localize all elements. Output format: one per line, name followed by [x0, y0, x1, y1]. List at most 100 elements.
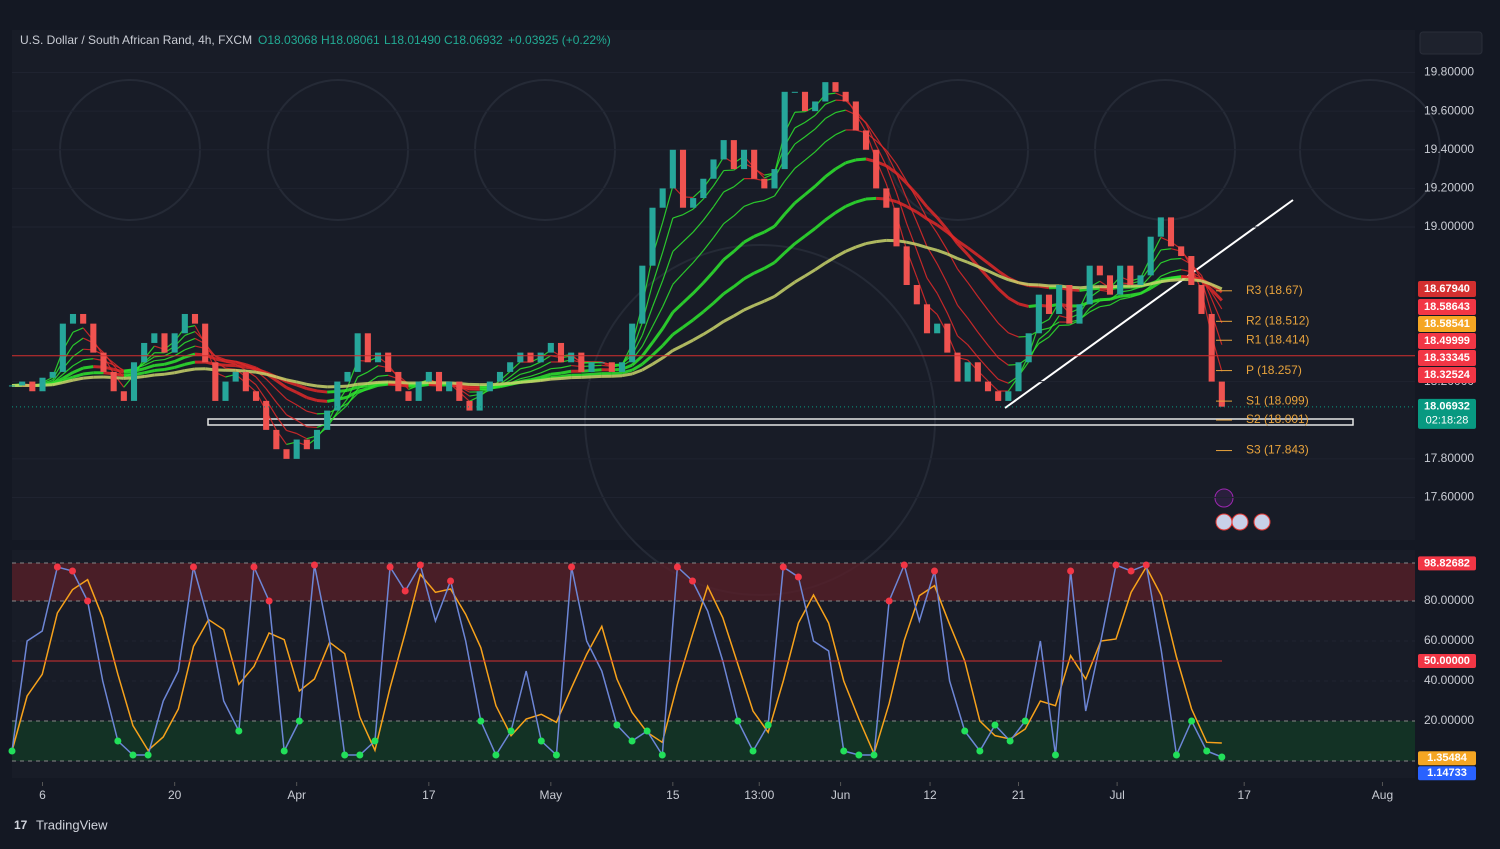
signal-dot — [311, 562, 318, 569]
candle — [893, 208, 899, 247]
candle — [90, 324, 96, 353]
candle — [1097, 266, 1103, 276]
moving-average — [73, 378, 83, 380]
candle — [904, 246, 910, 285]
candle — [29, 382, 35, 392]
candle — [80, 314, 86, 324]
moving-average — [1039, 285, 1049, 286]
price-tag-label: 18.58643 — [1424, 301, 1470, 313]
moving-average — [866, 198, 876, 199]
symbol-title: U.S. Dollar / South African Rand, 4h, FX… — [20, 33, 252, 47]
candle — [660, 188, 666, 207]
moving-average — [287, 380, 297, 382]
candle — [19, 382, 25, 386]
candle — [619, 362, 625, 372]
candle — [934, 324, 940, 334]
candle — [111, 372, 117, 391]
candle — [700, 179, 706, 198]
moving-average — [612, 373, 622, 374]
y-tick-label: 20.00000 — [1424, 713, 1474, 727]
candle — [477, 391, 483, 410]
x-tick-label: 6 — [39, 788, 46, 802]
moving-average — [561, 378, 571, 379]
candle — [558, 343, 564, 362]
price-tag-label: 18.33345 — [1424, 352, 1470, 364]
candle — [751, 150, 757, 179]
moving-average — [348, 384, 358, 386]
candle — [670, 150, 676, 189]
candle — [497, 372, 503, 382]
signal-dot — [901, 562, 908, 569]
flag-icon[interactable] — [1232, 514, 1248, 530]
candle — [1219, 382, 1225, 407]
candle — [263, 401, 269, 430]
candle — [344, 372, 350, 382]
candle — [1107, 275, 1113, 294]
price-tag-label: 18.06932 — [1424, 401, 1470, 413]
moving-average — [154, 374, 164, 375]
candle — [426, 372, 432, 382]
candle — [609, 362, 615, 372]
candle — [924, 304, 930, 333]
candle — [233, 372, 239, 382]
candle — [161, 333, 167, 352]
candle — [995, 391, 1001, 401]
signal-dot — [1173, 752, 1180, 759]
signal-dot — [976, 748, 983, 755]
signal-dot — [961, 728, 968, 735]
candle — [985, 382, 991, 392]
flag-icon[interactable] — [1216, 514, 1232, 530]
moving-average — [592, 376, 602, 377]
signal-dot — [9, 748, 16, 755]
candle — [1087, 266, 1093, 305]
moving-average — [622, 374, 632, 376]
flag-icon[interactable] — [1254, 514, 1270, 530]
candle — [487, 382, 493, 392]
signal-dot — [266, 598, 273, 605]
y-tick-label: 19.20000 — [1424, 181, 1474, 195]
signal-dot — [371, 738, 378, 745]
candle — [1056, 285, 1062, 314]
candle — [283, 449, 289, 459]
candle — [863, 130, 869, 149]
signal-dot — [871, 752, 878, 759]
pivot-label: R2 (18.512) — [1246, 313, 1309, 327]
toolbar-button[interactable] — [1420, 32, 1482, 54]
moving-average — [307, 384, 317, 386]
pivot-label: S3 (17.843) — [1246, 443, 1309, 457]
candle — [690, 198, 696, 208]
value-tag-label: 1.14733 — [1427, 767, 1467, 779]
candle — [1046, 295, 1052, 314]
moving-average — [358, 383, 368, 384]
candle — [446, 382, 452, 392]
moving-average — [500, 383, 510, 384]
candle — [741, 150, 747, 169]
candle — [954, 353, 960, 382]
signal-dot — [1067, 568, 1074, 575]
candle — [202, 324, 208, 363]
signal-dot — [644, 728, 651, 735]
signal-dot — [659, 752, 666, 759]
moving-average — [83, 367, 93, 368]
moving-average — [317, 386, 327, 387]
candle — [538, 353, 544, 363]
brand: TradingView — [36, 817, 108, 832]
moving-average — [175, 371, 185, 373]
moving-average — [368, 382, 378, 383]
signal-dot — [886, 598, 893, 605]
signal-dot — [1112, 562, 1119, 569]
moving-average — [551, 379, 561, 380]
moving-average — [551, 373, 561, 374]
candle — [1137, 275, 1143, 285]
signal-dot — [281, 748, 288, 755]
x-tick-label: Jun — [831, 788, 850, 802]
moving-average — [246, 367, 256, 369]
candle — [304, 440, 310, 450]
y-tick-label: 17.80000 — [1424, 451, 1474, 465]
signal-dot — [765, 722, 772, 729]
candle — [975, 362, 981, 381]
moving-average — [154, 370, 164, 371]
candle — [1188, 256, 1194, 285]
y-tick-label: 17.60000 — [1424, 490, 1474, 504]
